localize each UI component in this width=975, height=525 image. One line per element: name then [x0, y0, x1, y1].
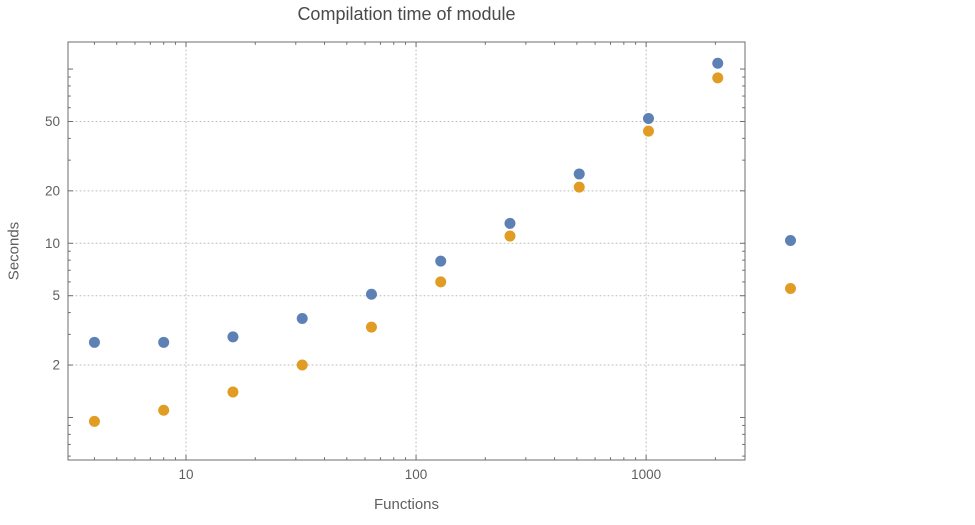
data-point-series-1: [435, 255, 447, 267]
data-point-series-2: [227, 386, 239, 398]
y-tick-label: 2: [52, 358, 60, 373]
data-point-series-2: [504, 230, 516, 242]
data-point-series-2: [88, 415, 100, 427]
data-point-series-2: [712, 72, 724, 84]
chart-title: Compilation time of module: [297, 4, 516, 24]
x-tick-label: 10: [178, 467, 193, 482]
y-tick-label: 10: [45, 236, 60, 251]
data-point-series-1: [504, 217, 516, 229]
data-point-series-2: [435, 276, 447, 288]
y-tick-label: 20: [45, 183, 60, 198]
data-point-series-1: [158, 336, 170, 348]
x-tick-label: 100: [405, 467, 428, 482]
data-point-series-1: [712, 57, 724, 69]
x-axis-label: Functions: [373, 496, 440, 513]
data-point-series-1: [573, 168, 585, 180]
data-point-series-1: [88, 336, 100, 348]
data-point-series-1: [296, 312, 308, 324]
y-axis-label: Seconds: [5, 221, 23, 281]
data-point-series-2: [365, 321, 377, 333]
legend-marker-series-2: [785, 283, 796, 294]
data-point-series-2: [296, 359, 308, 371]
legend-marker-series-1: [785, 235, 796, 246]
x-tick-label: 1000: [631, 467, 661, 482]
y-tick-label: 5: [52, 288, 60, 303]
y-tick-label: 50: [45, 114, 60, 129]
plot-frame: [67, 41, 746, 461]
data-point-series-2: [573, 181, 585, 193]
data-point-series-1: [365, 288, 377, 300]
data-point-series-1: [642, 113, 654, 125]
data-point-series-2: [158, 404, 170, 416]
data-point-series-2: [642, 125, 654, 137]
data-point-series-1: [227, 331, 239, 343]
